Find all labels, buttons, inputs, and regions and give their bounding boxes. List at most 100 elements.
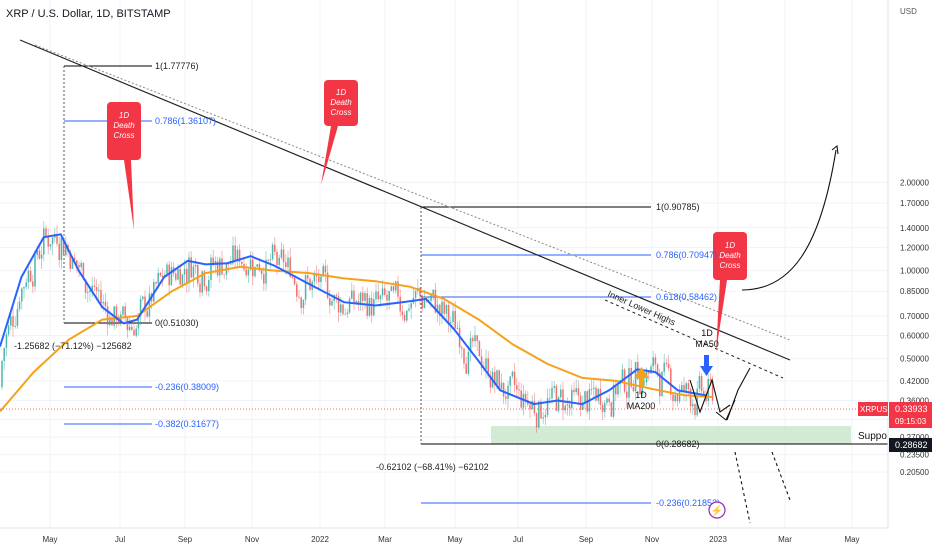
candle-body [377, 291, 379, 300]
candle-body [78, 264, 80, 268]
last-price-tag: XRPUSD 0.33933 09:15:03 [858, 402, 932, 428]
price-tick: 0.20500 [900, 468, 929, 477]
candle-body [247, 269, 250, 276]
candle-body [135, 328, 137, 336]
candle-body [133, 330, 135, 336]
candle-body [381, 288, 384, 296]
candle-body [463, 348, 465, 364]
candle-body [362, 292, 364, 301]
candle-body [100, 290, 102, 304]
price-tick: 1.00000 [900, 267, 929, 276]
outer-trendline[interactable] [34, 44, 791, 341]
candle-body [326, 272, 329, 299]
price-tick: 1.70000 [900, 199, 929, 208]
fib-upper [63, 65, 152, 425]
candle-body [364, 293, 366, 301]
inner-lower-highs-line[interactable] [604, 299, 784, 379]
support-label: Support [858, 431, 893, 442]
candle-body [388, 291, 390, 301]
candle-body [186, 269, 188, 283]
candle-body [197, 265, 199, 284]
candle-body [302, 299, 305, 309]
candle-body [601, 404, 604, 413]
candle-body [507, 385, 509, 399]
candle-body [223, 274, 225, 276]
candle-body [313, 274, 316, 282]
candle-body [236, 249, 239, 261]
candle-body [7, 325, 10, 335]
candle-body [599, 388, 602, 405]
event-icon[interactable] [708, 501, 726, 519]
candle-body [27, 270, 30, 283]
candle-body [410, 303, 412, 309]
candle-body [623, 369, 626, 392]
candle-body [203, 271, 206, 287]
candle-body [384, 288, 386, 295]
candle-body [670, 368, 672, 395]
candle-body [604, 402, 606, 413]
candle-body [282, 249, 285, 263]
candle-body [579, 395, 582, 410]
candle-body [219, 258, 221, 276]
candle-body [23, 287, 25, 289]
candle-body [340, 304, 342, 313]
candle-body [375, 291, 377, 300]
fib-lower-label-0786: 0.786(0.70947) [656, 250, 717, 260]
ma50-arrow [700, 355, 713, 376]
arrowhead-curve [831, 144, 839, 155]
candle-body [124, 306, 126, 318]
candle-body [181, 274, 184, 285]
candle-body [564, 405, 566, 411]
time-tick: 2022 [311, 535, 329, 544]
candle-body [461, 347, 463, 349]
death-cross-callout-1: 1D Death Cross [107, 102, 141, 230]
measure-label-second: -0.62102 (−68.41%) −62102 [376, 462, 489, 472]
candle-body [516, 385, 518, 390]
candle-body [293, 277, 296, 285]
candle-body [300, 297, 302, 309]
ma50-label-2: MA50 [695, 339, 719, 349]
candle-body [95, 286, 98, 291]
candle-body [14, 325, 16, 327]
candle-body [36, 250, 38, 255]
candle-body [43, 228, 45, 255]
candle-body [665, 362, 668, 364]
candle-body [485, 358, 487, 370]
candle-body [304, 275, 307, 300]
candle-body [159, 272, 162, 276]
death-cross-callout-3: 1D Death Cross [713, 232, 747, 352]
candle-body [137, 315, 140, 329]
candle-body [549, 398, 551, 399]
candle-body [146, 311, 148, 317]
price-tick: 0.23500 [900, 451, 929, 460]
candle-body [509, 376, 511, 386]
candle-body [157, 272, 159, 284]
projection-zigzag [689, 378, 731, 414]
candle-body [285, 262, 287, 267]
support-price-tag: 0.28682 [889, 438, 932, 452]
candle-body [632, 386, 635, 392]
candle-body [148, 293, 151, 317]
candle-body [542, 417, 544, 419]
candle-body [351, 290, 353, 299]
fib-upper-label-1: 1(1.77776) [155, 61, 199, 71]
candle-body [175, 273, 177, 280]
candle-body [117, 320, 120, 323]
candle-body [89, 289, 91, 293]
time-tick: May [447, 535, 462, 544]
candle-body [142, 296, 144, 299]
candle-body [711, 380, 714, 401]
main-trendline[interactable] [19, 39, 791, 361]
candle-body [370, 298, 373, 316]
candle-body [557, 397, 560, 411]
fib-lower-label-1: 1(0.90785) [656, 202, 700, 212]
candle-body [610, 402, 613, 417]
candle-body [401, 311, 404, 316]
candle-body [672, 394, 674, 402]
candle-body [496, 370, 498, 385]
candle-body [122, 306, 124, 315]
candle-body [256, 264, 258, 267]
price-axis[interactable] [888, 0, 932, 550]
callout1-line2: Death [113, 121, 135, 130]
